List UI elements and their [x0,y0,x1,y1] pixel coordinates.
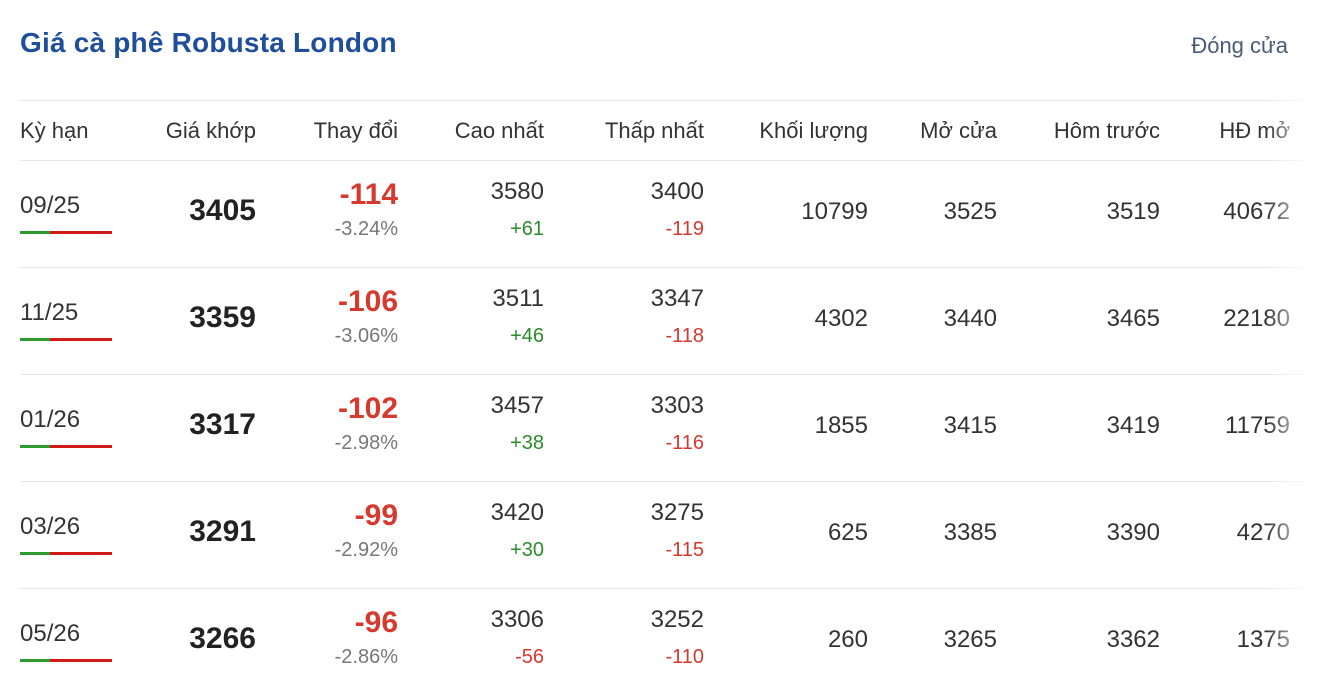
row-divider [20,481,1306,482]
column-header-open-interest[interactable]: HĐ mở [1219,118,1290,143]
trend-bar-up-segment [20,445,50,448]
trend-bar [20,338,112,341]
contract-term: 11/25 [20,299,79,326]
column-header-low[interactable]: Thấp nhất [604,118,704,143]
high-value: 3511 [492,285,544,312]
trend-bar [20,445,112,448]
low-value: 3303 [650,392,704,419]
high-value: 3306 [490,606,544,633]
close-link[interactable]: Đóng cửa [1191,33,1288,58]
low-value: 3347 [650,285,704,312]
open-value: 3525 [943,198,997,225]
table-row[interactable]: 09/25 3405 -114 -3.24% 3580 +61 3400 -119 10799 3… [20,160,1306,267]
high-value: 3420 [490,499,544,526]
trend-bar-up-segment [20,659,50,662]
open-interest-value: 40672 [1223,198,1290,225]
prev-close-value: 3390 [1106,519,1160,546]
contract-term: 05/26 [20,620,81,647]
match-price: 3291 [189,515,256,548]
prev-close-value: 3419 [1106,412,1160,439]
change-percent: -3.06% [334,325,398,347]
high-delta: +30 [510,539,544,561]
page-title: Giá cà phê Robusta London [20,27,397,58]
change-value: -96 [354,606,398,639]
trend-bar-up-segment [20,338,50,341]
volume-value: 260 [827,626,868,653]
low-value: 3275 [650,499,704,526]
change-percent: -2.86% [334,646,398,668]
prev-close-value: 3465 [1106,305,1160,332]
open-value: 3385 [943,519,997,546]
prev-close-value: 3362 [1106,626,1160,653]
column-header-price[interactable]: Giá khớp [165,118,256,143]
match-price: 3359 [189,301,256,334]
table-row[interactable]: 11/25 3359 -106 -3.06% 3511 +46 3347 -118 4302 34… [20,267,1306,374]
volume-value: 1855 [814,412,868,439]
volume-value: 10799 [801,198,868,225]
contract-term: 03/26 [20,513,81,540]
high-delta: +61 [510,218,544,240]
trend-bar [20,552,112,555]
table-row[interactable]: 05/26 3266 -96 -2.86% 3306 -56 3252 -110 260 3265… [20,588,1306,695]
open-interest-value: 22180 [1223,305,1290,332]
change-value: -106 [337,285,398,318]
change-value: -102 [337,392,398,425]
low-delta: -116 [665,432,704,454]
change-percent: -3.24% [334,218,398,240]
high-value: 3580 [490,178,544,205]
low-value: 3252 [650,606,704,633]
open-value: 3415 [943,412,997,439]
contract-term: 01/26 [20,406,81,433]
high-delta: -56 [515,646,544,668]
open-value: 3265 [943,626,997,653]
contract-term: 09/25 [20,192,81,219]
column-header-open[interactable]: Mở cửa [920,118,997,143]
trend-bar-up-segment [20,231,50,234]
high-value: 3457 [490,392,544,419]
change-percent: -2.92% [334,539,398,561]
low-delta: -119 [665,218,704,240]
column-header-term[interactable]: Kỳ hạn [20,118,89,143]
trend-bar [20,231,112,234]
open-value: 3440 [943,305,997,332]
column-header-high[interactable]: Cao nhất [454,118,544,143]
high-delta: +38 [510,432,544,454]
prev-close-value: 3519 [1106,198,1160,225]
volume-value: 625 [827,519,868,546]
open-interest-value: 11759 [1225,412,1290,439]
row-divider [20,588,1306,589]
table-row[interactable]: 01/26 3317 -102 -2.98% 3457 +38 3303 -116 1855 34… [20,374,1306,481]
match-price: 3317 [189,408,256,441]
low-delta: -118 [665,325,704,347]
low-delta: -115 [665,539,704,561]
row-divider [20,374,1306,375]
row-divider [20,267,1306,268]
table-row[interactable]: 03/26 3291 -99 -2.92% 3420 +30 3275 -115 625 3385… [20,481,1306,588]
header-divider [20,160,1306,161]
change-percent: -2.98% [334,432,398,454]
table-header: Kỳ hạn Giá khớp Thay đổi Cao nhất Thấp n… [20,100,1306,160]
open-interest-value: 4270 [1236,519,1290,546]
change-value: -114 [339,178,398,211]
low-delta: -110 [665,646,704,668]
trend-bar-up-segment [20,552,50,555]
match-price: 3405 [189,194,256,227]
volume-value: 4302 [814,305,868,332]
column-header-volume[interactable]: Khối lượng [759,118,868,143]
column-header-prev[interactable]: Hôm trước [1053,118,1160,143]
open-interest-value: 1375 [1236,626,1290,653]
trend-bar [20,659,112,662]
high-delta: +46 [510,325,544,347]
low-value: 3400 [650,178,704,205]
change-value: -99 [354,499,398,532]
table-top-divider [20,100,1306,101]
column-header-change[interactable]: Thay đổi [313,118,398,143]
match-price: 3266 [189,622,256,655]
